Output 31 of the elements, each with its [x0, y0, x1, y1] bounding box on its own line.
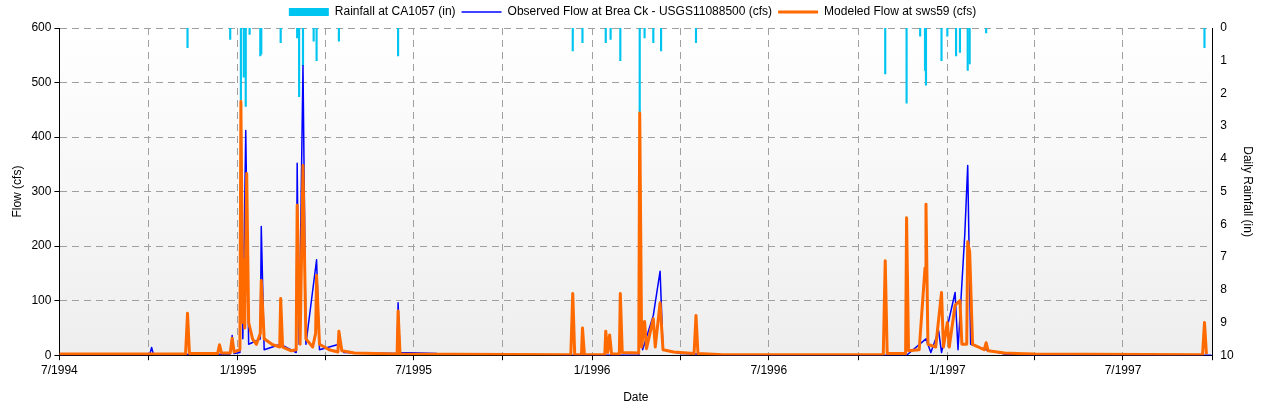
y2-tick-label: 1: [1220, 53, 1228, 68]
y2-tick-label: 9: [1220, 314, 1228, 329]
y-tick-label: 300: [31, 183, 52, 198]
y-tick-label: 600: [31, 20, 52, 35]
y2-tick-label: 10: [1220, 347, 1234, 362]
y-tick-label: 200: [31, 238, 52, 253]
x-tick-label: 7/1996: [750, 362, 788, 377]
y-tick-label: 500: [31, 74, 52, 89]
y2-tick-label: 0: [1220, 20, 1228, 35]
y2-tick-label: 7: [1220, 249, 1228, 264]
x-tick-label: 1/1996: [573, 362, 611, 377]
y2-tick-label: 8: [1220, 282, 1228, 297]
y2-tick-label: 5: [1220, 183, 1228, 198]
y2-tick-label: 2: [1220, 85, 1228, 100]
x-tick-label: 1/1995: [219, 362, 257, 377]
y-axis-title: Flow (cfs): [9, 165, 24, 218]
x-tick-label: 7/1994: [41, 362, 79, 377]
x-axis-title: Date: [623, 390, 649, 405]
y2-tick-label: 6: [1220, 216, 1228, 231]
legend-label: Rainfall at CA1057 (in): [334, 4, 456, 19]
y-tick-label: 400: [31, 129, 52, 144]
y-tick-label: 0: [44, 347, 52, 362]
x-tick-label: 7/1997: [1104, 362, 1142, 377]
y2-tick-label: 3: [1220, 118, 1228, 133]
legend-label: Observed Flow at Brea Ck - USGS11088500 (cfs): [507, 4, 773, 19]
y2-axis-title: Daily Rainfall (in): [1241, 146, 1256, 237]
x-tick-label: 7/1995: [395, 362, 433, 377]
legend-label: Modeled Flow at sws59 (cfs): [824, 4, 977, 19]
y2-tick-label: 4: [1220, 151, 1228, 166]
y-tick-label: 100: [31, 292, 52, 307]
x-tick-label: 1/1997: [928, 362, 967, 377]
